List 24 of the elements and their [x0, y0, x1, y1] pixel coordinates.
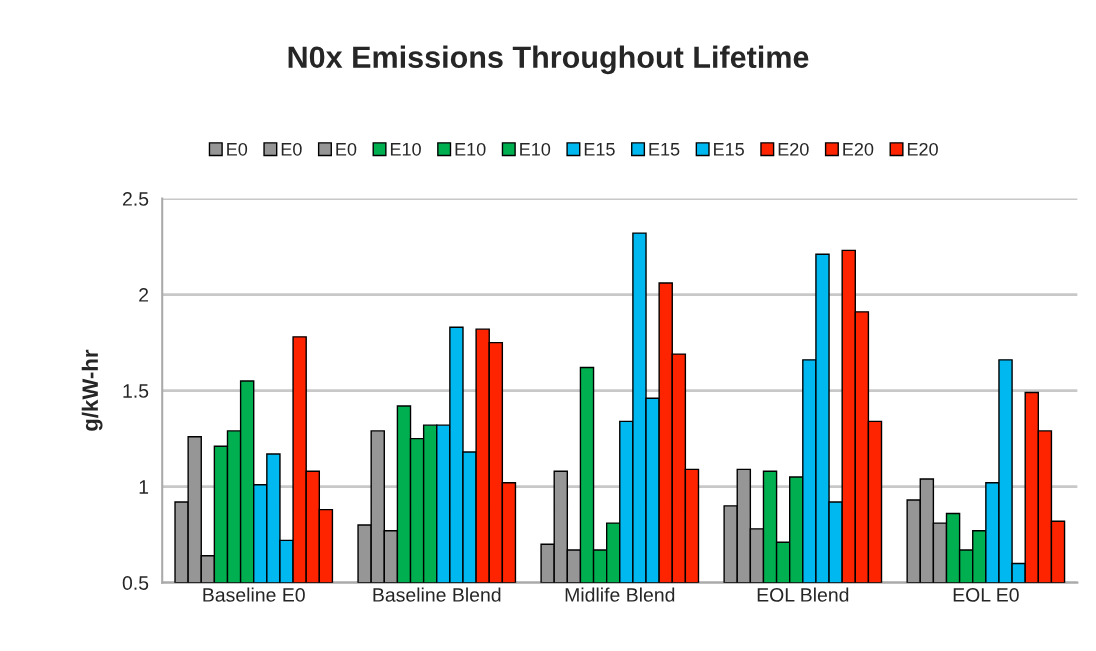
chart-title: N0x Emissions Throughout Lifetime	[288, 45, 809, 75]
legend-label: E15	[649, 143, 680, 156]
y-tick-label: 1	[139, 480, 149, 494]
legend-label: E20	[907, 142, 938, 156]
legend-label: E20	[778, 142, 809, 156]
x-tick-label: EOL Blend	[757, 587, 849, 602]
y-tick-label: 2.5	[122, 192, 149, 206]
x-tick-label: EOL E0	[953, 588, 1019, 602]
y-axis-title: g/kW-hr	[81, 349, 103, 431]
legend-label: E10	[390, 142, 421, 156]
legend-label: E20	[843, 142, 874, 156]
legend-label: E15	[584, 143, 615, 156]
legend-label: E10	[455, 142, 486, 156]
legend-label: E0	[227, 142, 248, 156]
legend-label: E15	[714, 143, 744, 156]
legend-label: E0	[281, 142, 302, 156]
y-tick-label: 2	[139, 288, 149, 302]
x-tick-label: Midlife Blend	[565, 587, 675, 602]
legend-label: E10	[520, 142, 551, 156]
x-tick-label: Baseline Blend	[373, 587, 501, 602]
y-tick-label: 0.5	[122, 576, 149, 590]
legend-label: E0	[336, 142, 357, 156]
y-tick-label: 1.5	[123, 384, 149, 398]
x-tick-label: Baseline E0	[203, 587, 305, 602]
